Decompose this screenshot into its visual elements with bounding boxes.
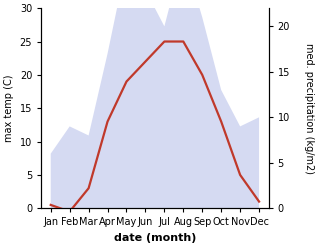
Y-axis label: max temp (C): max temp (C) [4,74,14,142]
Y-axis label: med. precipitation (kg/m2): med. precipitation (kg/m2) [304,43,314,174]
X-axis label: date (month): date (month) [114,233,196,243]
